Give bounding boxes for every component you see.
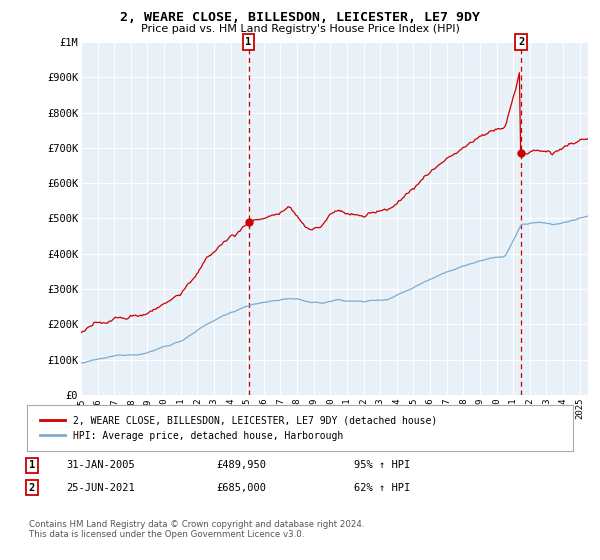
Text: £489,950: £489,950 — [216, 460, 266, 470]
Text: 2, WEARE CLOSE, BILLESDON, LEICESTER, LE7 9DY: 2, WEARE CLOSE, BILLESDON, LEICESTER, LE… — [120, 11, 480, 24]
Text: 25-JUN-2021: 25-JUN-2021 — [66, 483, 135, 493]
Text: 2: 2 — [518, 37, 524, 47]
Text: Price paid vs. HM Land Registry's House Price Index (HPI): Price paid vs. HM Land Registry's House … — [140, 24, 460, 34]
Text: 31-JAN-2005: 31-JAN-2005 — [66, 460, 135, 470]
Text: £685,000: £685,000 — [216, 483, 266, 493]
Text: 2: 2 — [29, 483, 35, 493]
Text: 62% ↑ HPI: 62% ↑ HPI — [354, 483, 410, 493]
Text: 95% ↑ HPI: 95% ↑ HPI — [354, 460, 410, 470]
Legend: 2, WEARE CLOSE, BILLESDON, LEICESTER, LE7 9DY (detached house), HPI: Average pri: 2, WEARE CLOSE, BILLESDON, LEICESTER, LE… — [35, 409, 443, 446]
Text: Contains HM Land Registry data © Crown copyright and database right 2024.
This d: Contains HM Land Registry data © Crown c… — [29, 520, 364, 539]
Text: 1: 1 — [245, 37, 251, 47]
Text: 1: 1 — [29, 460, 35, 470]
